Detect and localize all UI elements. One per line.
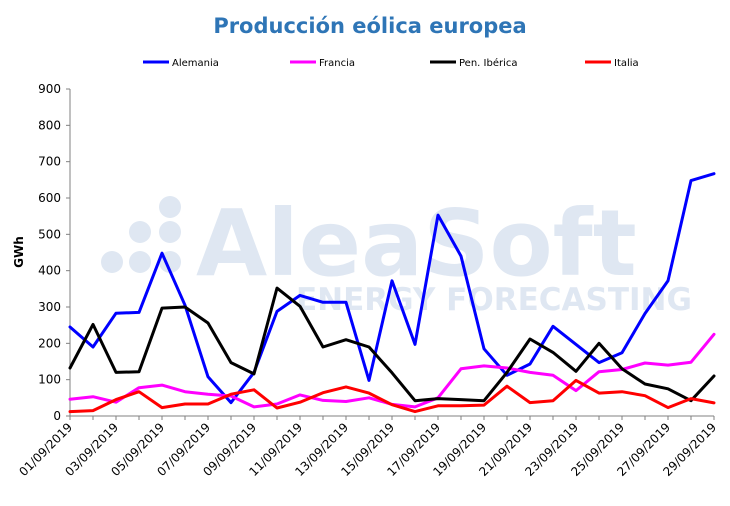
legend: Alemania Francia Pen. Ibérica Italia	[143, 57, 639, 69]
watermark-logo: AleaSoft ENERGY FORECASTING	[101, 190, 692, 318]
chart-title: Producción eólica europea	[213, 14, 526, 38]
legend-label: Francia	[319, 58, 355, 69]
y-ticks: 0 100 200 300 400 500 600 700 800 900	[38, 82, 70, 423]
legend-item-pen-ib-rica: Pen. Ibérica	[430, 57, 518, 69]
legend-item-alemania: Alemania	[143, 58, 219, 69]
y-tick-label: 100	[38, 373, 61, 387]
legend-item-italia: Italia	[585, 58, 639, 69]
y-tick-label: 800	[38, 118, 61, 132]
series-line-italia	[68, 378, 716, 414]
y-tick-label: 200	[38, 336, 61, 350]
y-axis-label: GWh	[12, 236, 26, 268]
x-ticks: 01/09/201903/09/201905/09/201907/09/2019…	[16, 416, 719, 479]
y-tick-label: 900	[38, 82, 61, 96]
y-tick-label: 700	[38, 155, 61, 169]
watermark-subtitle: ENERGY FORECASTING	[296, 282, 692, 318]
series-lines	[68, 172, 716, 414]
y-tick-label: 600	[38, 191, 61, 205]
watermark-dots-icon	[101, 196, 181, 273]
y-tick-label: 0	[53, 409, 61, 423]
legend-item-francia: Francia	[290, 58, 355, 69]
legend-label: Pen. Ibérica	[459, 57, 518, 69]
series-line-alemania	[68, 172, 716, 405]
y-tick-label: 400	[38, 264, 61, 278]
legend-label: Alemania	[172, 58, 219, 69]
y-tick-label: 300	[38, 300, 61, 314]
legend-label: Italia	[614, 58, 639, 69]
watermark-name: AleaSoft	[196, 190, 637, 297]
y-tick-label: 500	[38, 227, 61, 241]
series-line-pen-ib-rica	[68, 286, 716, 403]
